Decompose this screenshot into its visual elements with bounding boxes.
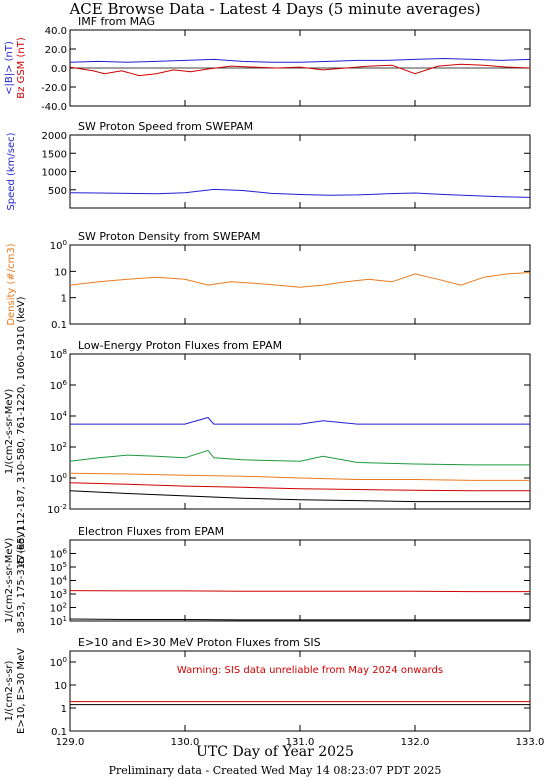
chart-panel-3 (69, 244, 531, 325)
chart-panel-6 (69, 650, 531, 732)
y-tick-label: 104 (50, 410, 68, 423)
y-tick-label: 102 (50, 441, 67, 454)
series-bz-gsm (69, 63, 531, 77)
y-tick-label: 100 (50, 656, 67, 669)
y-tick-label: 105 (50, 561, 67, 574)
y-tick-label: 106 (50, 548, 68, 561)
y-tick-label: 1 (61, 704, 67, 715)
y-axis-label: Bz GSM (nT) (16, 37, 27, 99)
plot-frame (69, 244, 531, 325)
y-tick-label: 106 (50, 379, 68, 392)
x-tick-label: 130.0 (171, 737, 200, 748)
plot-frame (69, 353, 531, 510)
plot-frame (69, 650, 531, 732)
y-tick-label: 100 (50, 239, 67, 252)
series-175-315 (69, 618, 530, 621)
plot-frame (69, 539, 531, 622)
chart-panel-1 (69, 29, 531, 107)
y-tick-label: 100 (50, 472, 67, 485)
y-tick-label: 10 (54, 681, 67, 692)
y-tick-label: 108 (50, 348, 67, 361)
panel-title: IMF from MAG (78, 15, 155, 28)
footer-note: Preliminary data - Created Wed May 14 08… (108, 764, 442, 777)
x-tick-label: 133.0 (516, 737, 545, 748)
y-axis-label: 47-65, 112-187, 310-580, 761-1220, 1060-… (16, 296, 27, 566)
series-density (69, 272, 531, 288)
y-tick-label: 40.0 (45, 26, 67, 37)
panel-title: Electron Fluxes from EPAM (78, 525, 224, 538)
series-761-1220 (69, 482, 530, 492)
y-tick-label: 0.1 (51, 320, 67, 331)
y-axis-label: 1/(cm2-s-sr-MeV) (4, 389, 15, 475)
x-tick-label: 131.0 (286, 737, 315, 748)
y-tick-label: 1500 (42, 149, 67, 160)
y-axis-label: Density (#/cm3) (6, 243, 17, 325)
y-tick-label: 500 (48, 186, 67, 197)
y-tick-label: -40.0 (41, 102, 67, 113)
y-tick-label: 1000 (42, 168, 67, 179)
series-47-65 (70, 416, 530, 425)
x-tick-label: 129.0 (56, 737, 85, 748)
series-speed (69, 188, 531, 198)
chart-panel-2 (69, 134, 531, 209)
series-310-580 (69, 472, 530, 481)
y-tick-label: 0.0 (51, 64, 67, 75)
chart-panel-5 (69, 539, 531, 622)
series-38-53 (69, 590, 530, 593)
y-axis-label: 38-53, 175-315 (keV) (16, 527, 27, 634)
y-tick-label: 2000 (42, 131, 67, 142)
series-b (69, 57, 531, 63)
x-tick-label: 132.0 (401, 737, 430, 748)
y-tick-label: 101 (50, 615, 67, 628)
y-axis-label: E>10, E>30 MeV (16, 648, 27, 734)
y-tick-label: 102 (50, 602, 67, 615)
y-tick-label: 0.1 (51, 727, 67, 738)
series-1060-1910 (69, 490, 530, 503)
y-tick-label: 10 (54, 267, 67, 278)
y-axis-label: 1/(cm2-s-sr) (4, 660, 15, 721)
y-tick-label: -20.0 (41, 83, 67, 94)
series-112-187 (69, 449, 530, 466)
panel-title: SW Proton Speed from SWEPAM (78, 120, 253, 133)
plot-frame (69, 134, 531, 209)
panel-title: SW Proton Density from SWEPAM (78, 230, 260, 243)
y-axis-label: Speed (km/sec) (6, 132, 17, 210)
panel-annotation: Warning: SIS data unreliable from May 20… (177, 665, 443, 676)
panel-title: Low-Energy Proton Fluxes from EPAM (78, 339, 282, 352)
chart-panel-4 (69, 353, 531, 510)
y-tick-label: 20.0 (45, 45, 67, 56)
y-tick-label: 103 (50, 588, 67, 601)
y-tick-label: 104 (50, 575, 68, 588)
page-title: ACE Browse Data - Latest 4 Days (5 minut… (69, 0, 481, 18)
y-axis-label: <|B|> (nT) (4, 41, 15, 95)
y-tick-label: 1 (61, 294, 67, 305)
y-tick-label: 10-2 (47, 503, 67, 516)
panel-title: E>10 and E>30 MeV Proton Fluxes from SIS (78, 636, 321, 649)
y-axis-label: 1/(cm2-s-sr-MeV) (4, 538, 15, 624)
x-axis-title: UTC Day of Year 2025 (196, 744, 354, 760)
